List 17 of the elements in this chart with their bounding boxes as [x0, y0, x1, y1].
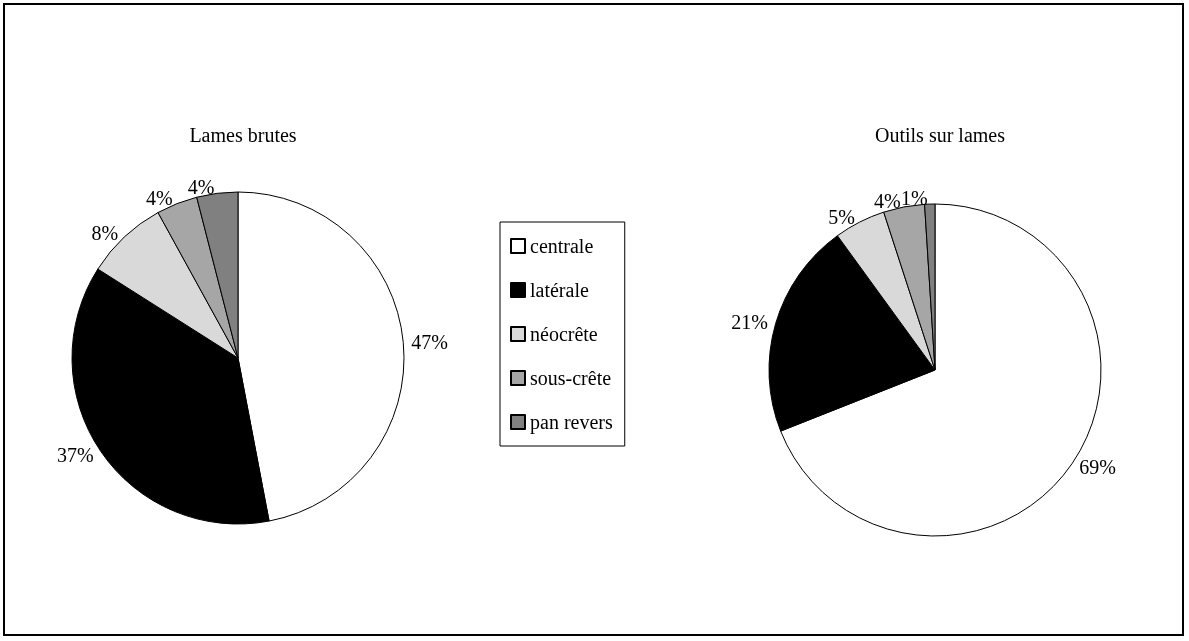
data-label: 47% — [411, 330, 448, 353]
data-label: 37% — [57, 443, 94, 466]
data-label: 8% — [91, 221, 119, 244]
data-label: 4% — [146, 187, 173, 210]
legend-label: sous-crête — [530, 367, 612, 389]
chart-title: Outils sur lames — [875, 124, 1006, 146]
data-label: 1% — [900, 187, 928, 210]
data-label: 5% — [828, 205, 855, 228]
chart-title: Lames brutes — [189, 124, 297, 146]
data-label: 69% — [1079, 455, 1116, 478]
data-label: 4% — [874, 190, 901, 213]
legend-label: centrale — [530, 235, 594, 257]
legend-label: néocrête — [530, 323, 598, 345]
data-label: 4% — [187, 176, 215, 199]
data-label: 21% — [731, 311, 768, 334]
legend-label: latérale — [530, 279, 589, 301]
legend-label: pan revers — [530, 411, 613, 434]
